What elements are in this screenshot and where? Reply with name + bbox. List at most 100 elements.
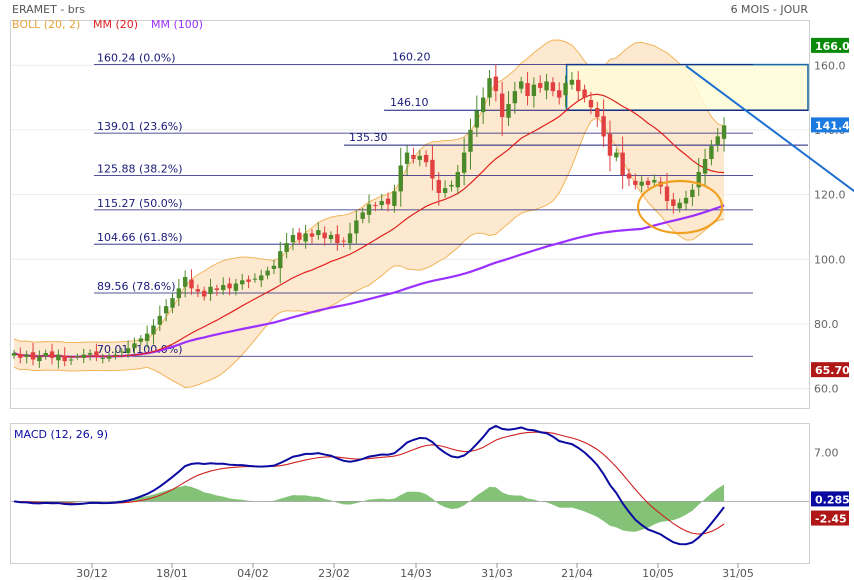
candle-body [157,315,163,325]
candle-body [18,353,23,358]
candle-body [37,356,42,362]
candle-body [449,184,454,187]
candle-body [531,84,537,96]
macd-signal-line [13,431,725,535]
date-tick-label: 10/05 [642,567,674,580]
candle-body [696,171,701,188]
candle-body [690,189,695,198]
symbol-title: ERAMET - brs [12,3,85,16]
candle-body [81,354,86,358]
candle-body [633,180,638,185]
candle-body [620,152,625,176]
candle-body [614,152,619,158]
candle-body [519,81,524,89]
candle-body [227,283,232,289]
candle-body [677,202,682,209]
candle-body [392,191,397,206]
candle-body [347,233,353,244]
candle-body [379,201,384,206]
resistance-zone [565,63,809,112]
candle-body [144,333,150,341]
candle-body [322,232,327,239]
candle-body [480,97,486,113]
date-tick-label: 04/02 [237,567,269,580]
macd-line [13,424,725,546]
candle-body [195,289,201,292]
candle-body [683,197,689,204]
candle-body [423,154,429,163]
candle-body [455,171,460,188]
mm100-legend: MM (100) [151,18,203,31]
candle-body [411,154,416,160]
candle-body [493,76,499,92]
candle-body [335,234,340,244]
candle-body [702,159,708,174]
macd-tick-label: 7.00 [814,446,839,459]
date-tick-label: 23/02 [318,567,350,580]
candle-body [246,279,251,282]
price-badges: 166.0 141.4 65.70 0.285 -2.45 [811,37,850,526]
date-tick-label: 31/05 [722,567,754,580]
candle-body [328,235,334,240]
candle-body [652,180,657,183]
fib-label: 139.01 (23.6%) [97,120,183,133]
candle-body [468,129,473,152]
price-tick-label: 120.0 [814,189,846,202]
candle-body [62,355,67,362]
candle-body [24,354,29,358]
candle-body [284,243,289,252]
candle-body [721,125,727,139]
candle-body [563,83,568,96]
candle-body [290,235,296,243]
candle-body [202,290,207,297]
fib-label: 160.24 (0.0%) [97,51,176,64]
candle-body [221,285,226,290]
boll-legend: BOLL (20, 2) [12,18,80,31]
price-badge-label: 65.70 [815,364,850,377]
candle-body [87,353,93,355]
period-label: 6 MOIS - JOUR [731,3,809,16]
candlesticks [11,64,727,369]
candle-body [113,354,118,356]
moving-averages [13,93,725,358]
macd-badge [811,491,849,507]
candle-body [214,288,220,290]
price-badge-label: 166.0 [815,40,850,53]
candle-body [106,356,112,359]
candle-body [138,338,143,342]
candle-body [170,298,175,308]
candle-body [538,83,543,88]
candle-body [182,277,188,287]
candle-body [461,152,467,173]
candle-body [430,159,435,179]
candle-body [664,186,670,202]
fib-label: 115.27 (50.0%) [97,197,183,210]
candle-body [132,343,137,349]
drawings [636,65,854,235]
candle-body [341,240,346,242]
price-tick-label: 60.0 [814,383,839,396]
macd-badge [811,510,849,526]
macd-histogram [14,484,725,532]
candle-body [297,232,302,240]
candle-body [512,91,518,104]
candle-body [417,155,422,160]
candle-body [601,116,606,137]
resistance-zone-box [565,63,809,112]
candle-body [271,265,277,269]
candle-body [233,283,239,291]
candle-body [385,198,391,205]
candle-body [11,353,17,356]
candle-body [639,181,644,186]
date-tick-label: 18/01 [156,567,188,580]
candle-body [474,110,480,128]
fib-label: 70.01 (100.0%) [97,343,183,356]
candle-body [30,352,36,360]
candle-body [68,359,74,361]
date-tick-label: 21/04 [561,567,593,580]
annotation-label: 135.30 [349,131,388,144]
price-badge [811,117,849,133]
candle-body [366,204,372,215]
candle-body [100,357,105,359]
candle-body [645,180,651,185]
